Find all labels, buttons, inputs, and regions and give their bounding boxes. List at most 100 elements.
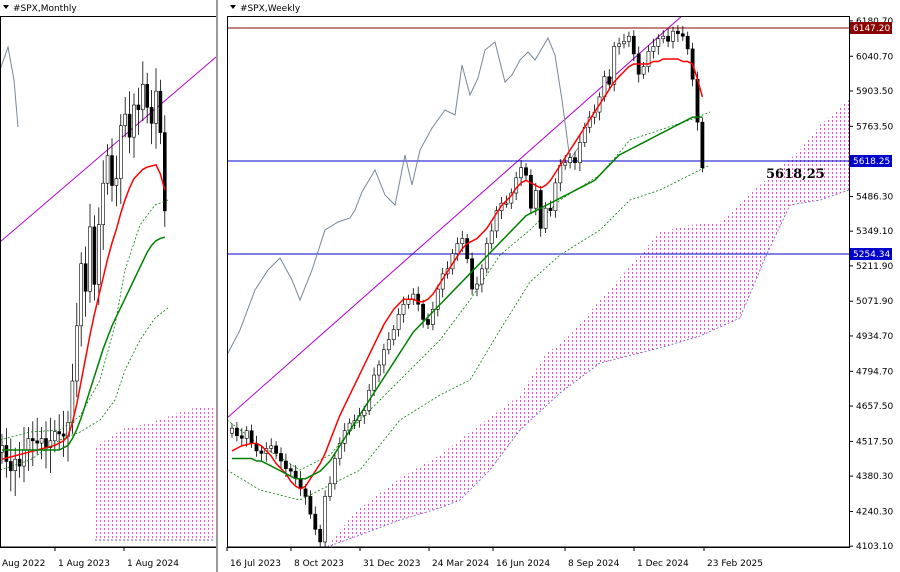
weekly-candle bbox=[401, 296, 406, 323]
weekly-candle bbox=[313, 506, 318, 536]
monthly-candle bbox=[123, 96, 127, 138]
monthly-candle bbox=[17, 441, 22, 478]
x-tick-label: 16 Jul 2023 bbox=[230, 559, 281, 569]
x-tick-label: Aug 2022 bbox=[2, 559, 45, 569]
monthly-x-axis: Aug 2022 1 Aug 2023 1 Aug 2024 bbox=[2, 547, 179, 569]
weekly-candle bbox=[465, 233, 470, 264]
monthly-candle bbox=[110, 138, 114, 202]
weekly-candle bbox=[519, 160, 524, 187]
monthly-chevron-down-icon[interactable] bbox=[3, 5, 9, 9]
monthly-ichimoku-cloud bbox=[95, 406, 215, 540]
weekly-candle bbox=[386, 332, 391, 355]
y-tick-label: 5349.10 bbox=[856, 227, 893, 237]
weekly-cloud-lower-edge bbox=[326, 189, 849, 547]
weekly-x-axis: 16 Jul 2023 8 Oct 2023 31 Dec 2023 24 Mar 2… bbox=[226, 547, 763, 569]
x-tick-label: 1 Aug 2023 bbox=[58, 559, 110, 569]
y-tick-label: 5071.90 bbox=[856, 297, 893, 307]
y-tick-label: 4657.50 bbox=[856, 402, 893, 412]
weekly-candle bbox=[323, 490, 328, 547]
y-tick-label: 4794.70 bbox=[856, 367, 893, 377]
weekly-panel: #SPX,Weekly 6180.70 6040.70 5903.50 5763.50… bbox=[217, 0, 900, 572]
weekly-candle bbox=[288, 464, 293, 476]
weekly-candle bbox=[524, 163, 528, 180]
y-tick-label: 4380.30 bbox=[856, 472, 893, 482]
monthly-candle bbox=[105, 144, 110, 195]
weekly-candle bbox=[328, 476, 332, 501]
weekly-candle bbox=[479, 264, 484, 293]
weekly-candle bbox=[543, 202, 548, 233]
monthly-title: #SPX,Monthly bbox=[13, 4, 77, 14]
weekly-tenkan-line bbox=[231, 58, 704, 490]
svg-text:5618.25: 5618.25 bbox=[853, 157, 890, 167]
weekly-ichimoku-cloud bbox=[327, 100, 849, 547]
weekly-plot-area bbox=[227, 16, 849, 547]
weekly-candle bbox=[318, 524, 323, 547]
monthly-candle bbox=[57, 414, 62, 450]
y-tick-label: 4517.50 bbox=[856, 437, 893, 447]
weekly-candle bbox=[470, 252, 475, 295]
x-tick-label: 31 Dec 2023 bbox=[363, 559, 421, 569]
y-tick-label: 5763.50 bbox=[856, 122, 893, 132]
weekly-candle bbox=[475, 276, 479, 297]
weekly-candle bbox=[651, 38, 656, 59]
weekly-y-axis: 6180.70 6040.70 5903.50 5763.50 5486.30 5349.… bbox=[849, 17, 893, 552]
weekly-candle bbox=[308, 490, 313, 519]
weekly-candle bbox=[377, 360, 381, 383]
price-tag-6147: 6147.20 bbox=[850, 22, 892, 34]
weekly-candle bbox=[617, 37, 622, 55]
monthly-tenkan-line bbox=[1, 163, 166, 460]
weekly-candle bbox=[700, 117, 705, 173]
monthly-candle bbox=[92, 215, 97, 301]
monthly-dotted-band-lower bbox=[0, 307, 169, 471]
monthly-candle bbox=[83, 246, 88, 317]
monthly-kijun-line bbox=[2, 236, 165, 451]
weekly-candle bbox=[303, 484, 308, 505]
x-tick-label: 8 Sep 2024 bbox=[568, 559, 620, 569]
weekly-candle bbox=[235, 422, 239, 442]
y-tick-label: 6180.70 bbox=[856, 17, 893, 27]
x-tick-label: 24 Mar 2024 bbox=[432, 559, 489, 569]
monthly-candle bbox=[158, 79, 163, 145]
monthly-candle bbox=[149, 90, 154, 145]
monthly-candle bbox=[52, 420, 57, 453]
weekly-candle bbox=[553, 178, 558, 218]
weekly-candle bbox=[430, 301, 435, 331]
price-tag-5254: 5254.34 bbox=[850, 248, 892, 260]
x-tick-label: 23 Feb 2025 bbox=[707, 559, 763, 569]
weekly-candle bbox=[489, 223, 494, 250]
x-tick-label: 8 Oct 2023 bbox=[294, 559, 344, 569]
y-tick-label: 4934.70 bbox=[856, 332, 893, 342]
weekly-candle bbox=[259, 446, 264, 461]
weekly-candle bbox=[626, 31, 631, 48]
weekly-candle bbox=[646, 45, 651, 73]
monthly-chikou-line bbox=[0, 45, 19, 128]
monthly-candle bbox=[39, 427, 44, 460]
weekly-candle bbox=[573, 151, 577, 170]
weekly-candle bbox=[675, 25, 680, 43]
monthly-candle bbox=[4, 428, 9, 478]
weekly-candle bbox=[391, 324, 396, 346]
weekly-chevron-down-icon[interactable] bbox=[230, 5, 236, 9]
weekly-candle bbox=[230, 423, 234, 438]
weekly-candle bbox=[631, 30, 636, 62]
monthly-candle bbox=[127, 91, 132, 154]
weekly-candle bbox=[332, 453, 337, 490]
monthly-candle bbox=[141, 61, 145, 122]
weekly-candle bbox=[577, 134, 582, 172]
monthly-candle bbox=[75, 302, 79, 398]
monthly-candle bbox=[163, 115, 167, 227]
monthly-candle bbox=[79, 252, 83, 347]
monthly-candles bbox=[0, 61, 167, 496]
monthly-plot-area bbox=[0, 45, 216, 541]
y-tick-label: 5211.90 bbox=[856, 262, 893, 272]
monthly-candle bbox=[145, 72, 149, 124]
x-tick-label: 1 Aug 2024 bbox=[127, 559, 179, 569]
monthly-panel: #SPX,Monthly Aug 2022 1 Aug 2023 1 Aug 202… bbox=[0, 0, 217, 572]
weekly-candle bbox=[279, 447, 283, 469]
weekly-candle bbox=[680, 26, 685, 41]
weekly-candle bbox=[661, 30, 666, 44]
monthly-candle bbox=[132, 93, 136, 158]
y-tick-label: 6040.70 bbox=[856, 52, 893, 62]
weekly-candle bbox=[337, 437, 342, 466]
